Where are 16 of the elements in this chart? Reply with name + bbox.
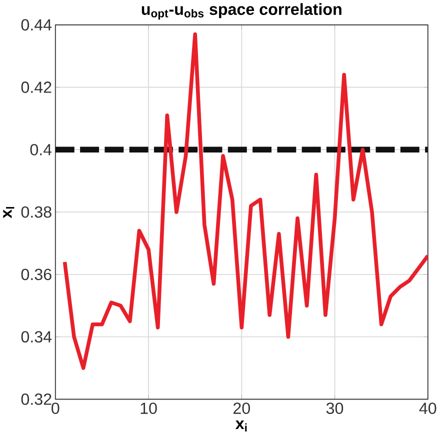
y-tick-label: 0.4: [30, 144, 52, 156]
y-tick-label: 0.32: [21, 394, 52, 406]
y-axis-title: x$_{l}$: [3, 207, 14, 218]
y-tick-label: 0.34: [21, 331, 52, 343]
y-tick-label: 0.42: [21, 82, 52, 94]
x-tick-label: 20: [234, 402, 250, 414]
x-tick-label: 30: [326, 402, 344, 414]
y-tick-label: 0.38: [21, 206, 52, 218]
x-tick-label: 0: [52, 402, 60, 414]
chart-title: u$_{opt}$-u$_{obs}$ space correlation: [142, 3, 342, 20]
line-series: [62, 32, 428, 370]
x-tick-label: 40: [419, 402, 436, 414]
y-tick-label: 0.36: [21, 268, 52, 280]
y-tick-label: 0.44: [21, 19, 52, 31]
x-tick-label: 10: [140, 402, 157, 414]
x-axis-title: x$_{i}$: [235, 420, 247, 432]
